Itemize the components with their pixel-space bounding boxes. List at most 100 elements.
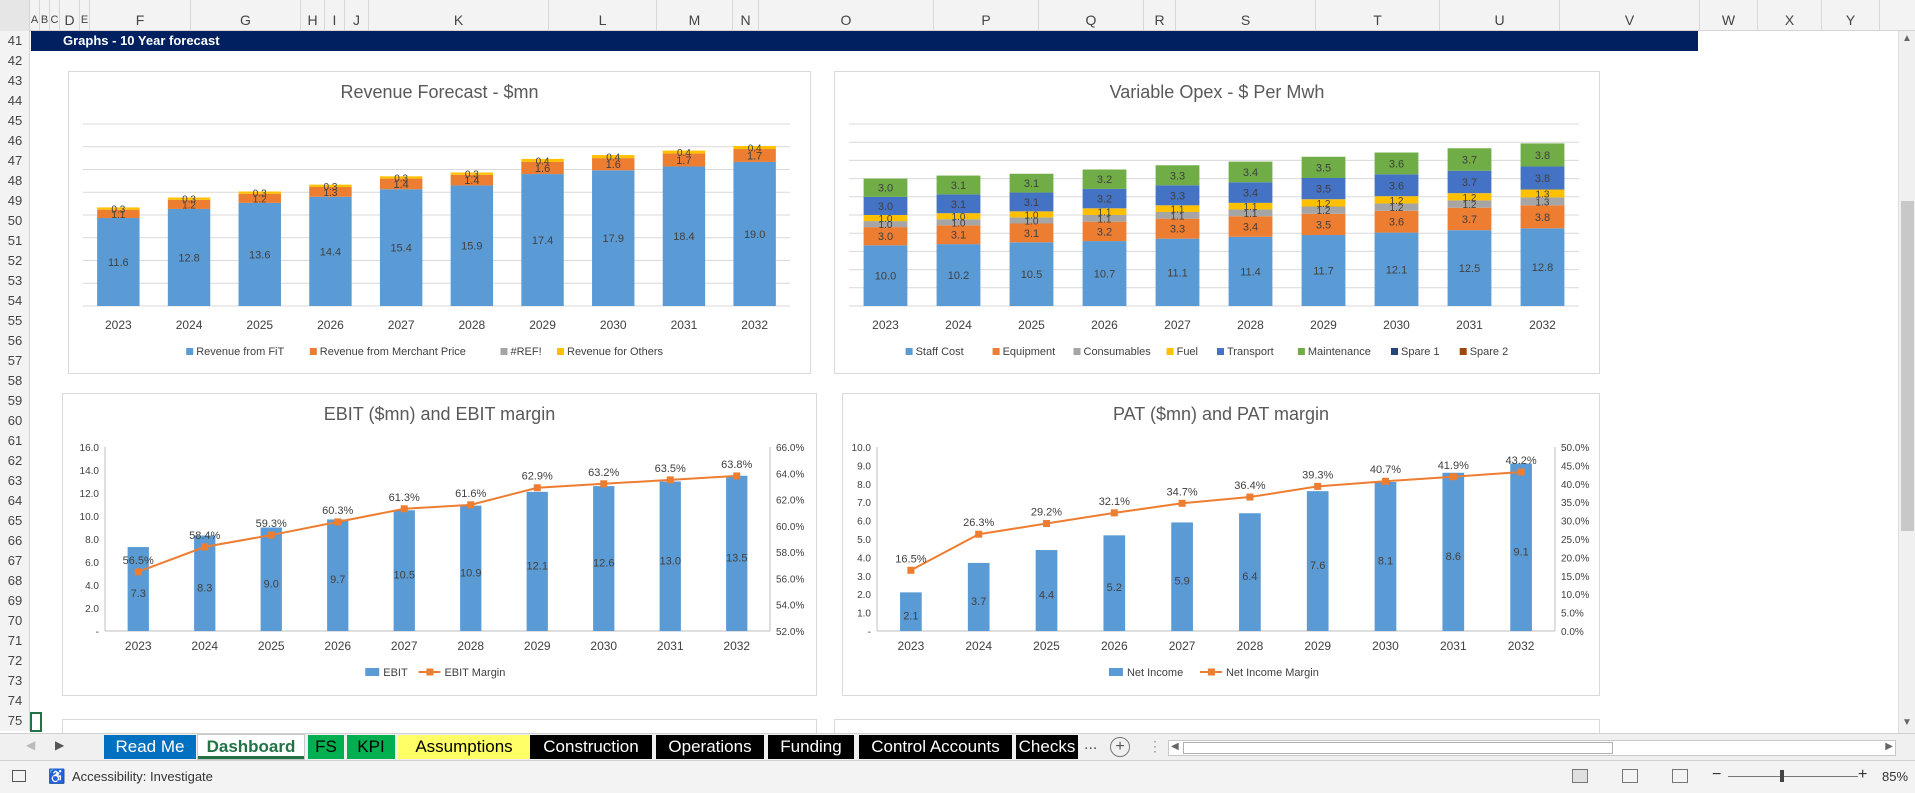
bar-transport[interactable]	[863, 196, 908, 215]
bar-net-income[interactable]	[900, 592, 922, 631]
bar-fuel[interactable]	[1082, 208, 1127, 215]
row-header-49[interactable]: 49	[7, 193, 23, 208]
sheet-tab-dashboard[interactable]: Dashboard	[198, 735, 304, 759]
column-header-q[interactable]: Q	[1039, 0, 1144, 31]
bar-ebit[interactable]	[726, 475, 748, 631]
bar-ebit[interactable]	[526, 491, 548, 631]
bar-ebit[interactable]	[327, 519, 349, 631]
column-header-t[interactable]: T	[1316, 0, 1440, 31]
bar-transport[interactable]	[1301, 177, 1346, 200]
row-header-68[interactable]: 68	[7, 573, 23, 588]
zoom-in-button[interactable]: +	[1858, 766, 1868, 783]
sheet-tab-checks[interactable]: Checks	[1016, 735, 1078, 759]
column-header-l[interactable]: L	[549, 0, 657, 31]
active-cell[interactable]	[30, 712, 42, 732]
line-marker[interactable]	[467, 501, 475, 509]
line-marker[interactable]	[533, 484, 541, 492]
bar-fuel[interactable]	[1374, 196, 1419, 204]
column-header-e[interactable]: E	[80, 0, 90, 31]
row-header-54[interactable]: 54	[7, 293, 23, 308]
bar-revenue-from-fit[interactable]	[309, 196, 352, 306]
accessibility-status[interactable]: Accessibility: Investigate	[72, 769, 213, 784]
bar-equipment[interactable]	[1374, 210, 1419, 233]
bar-equipment[interactable]	[1228, 216, 1273, 237]
line-marker[interactable]	[400, 505, 408, 513]
column-header-u[interactable]: U	[1440, 0, 1560, 31]
bar-transport[interactable]	[1082, 188, 1127, 209]
column-header-h[interactable]: H	[301, 0, 325, 31]
bar-net-income[interactable]	[1103, 535, 1126, 631]
pat-chart[interactable]: PAT ($mn) and PAT margin - 1.0 2.0 3.0 4.0 5.0…	[842, 393, 1600, 696]
scroll-left-arrow[interactable]: ◀	[1171, 741, 1179, 752]
bar-consumables[interactable]	[1155, 211, 1200, 219]
zoom-out-button[interactable]: −	[1712, 766, 1722, 783]
revenue-forecast-chart[interactable]: Revenue Forecast - $mn 11.6 1.1 0.3 2023 12.8…	[68, 71, 811, 374]
normal-view-icon[interactable]	[1572, 769, 1588, 783]
line-marker[interactable]	[1314, 482, 1322, 490]
sheet-tab-control-accounts[interactable]: Control Accounts	[859, 735, 1012, 759]
horizontal-scroll-thumb[interactable]	[1183, 742, 1613, 754]
bar-maintenance[interactable]	[1155, 165, 1200, 186]
row-header-69[interactable]: 69	[7, 593, 23, 608]
bar-revenue-from-fit[interactable]	[521, 174, 564, 306]
bar-revenue-from-fit[interactable]	[379, 189, 423, 306]
bar-revenue-for-others[interactable]	[238, 191, 281, 194]
line-marker[interactable]	[600, 480, 608, 488]
bar-maintenance[interactable]	[1374, 152, 1419, 175]
bar-net-income[interactable]	[1510, 463, 1532, 631]
bar-ebit[interactable]	[194, 535, 216, 631]
sheet-tab-kpi[interactable]: KPI	[347, 735, 395, 759]
bar-revenue-from-fit[interactable]	[662, 166, 706, 306]
column-header-b[interactable]: B	[40, 0, 50, 31]
column-header-d[interactable]: D	[60, 0, 80, 31]
column-header-w[interactable]: W	[1700, 0, 1758, 31]
bar-revenue-from-fit[interactable]	[733, 161, 776, 306]
bar-consumables[interactable]	[1228, 209, 1273, 217]
bar-staff-cost[interactable]	[1009, 242, 1054, 306]
bar-transport[interactable]	[1447, 170, 1492, 194]
page-layout-view-icon[interactable]	[1622, 769, 1638, 783]
bar-staff-cost[interactable]	[1155, 238, 1200, 306]
bar-revenue-from-fit[interactable]	[167, 208, 211, 306]
row-header-55[interactable]: 55	[7, 313, 23, 328]
row-header-42[interactable]: 42	[7, 53, 23, 68]
bar-maintenance[interactable]	[1009, 173, 1054, 193]
bar-consumables[interactable]	[1520, 197, 1565, 206]
ebit-chart[interactable]: EBIT ($mn) and EBIT margin - 2.0 4.0 6.0 8.0 1…	[62, 393, 817, 696]
row-header-65[interactable]: 65	[7, 513, 23, 528]
bar-transport[interactable]	[1155, 185, 1200, 206]
bar-staff-cost[interactable]	[863, 245, 908, 306]
row-header-75[interactable]: 75	[7, 713, 23, 728]
bar-revenue-from-merchant-price[interactable]	[521, 161, 564, 175]
row-header-58[interactable]: 58	[7, 373, 23, 388]
bar-ebit[interactable]	[260, 527, 282, 632]
sheet-tab-fs[interactable]: FS	[308, 735, 344, 759]
row-header-52[interactable]: 52	[7, 253, 23, 268]
bar-transport[interactable]	[1374, 174, 1419, 197]
row-header-46[interactable]: 46	[7, 133, 23, 148]
bar-net-income[interactable]	[1171, 522, 1193, 631]
column-header-y[interactable]: Y	[1822, 0, 1880, 31]
bar-maintenance[interactable]	[936, 175, 981, 195]
bar-revenue-from-fit[interactable]	[238, 202, 281, 306]
bar-staff-cost[interactable]	[1082, 241, 1127, 306]
bar-transport[interactable]	[936, 194, 981, 214]
line-marker[interactable]	[666, 476, 674, 484]
bar-ebit[interactable]	[460, 505, 482, 631]
bar-revenue-for-others[interactable]	[450, 172, 494, 175]
row-header-44[interactable]: 44	[7, 93, 23, 108]
zoom-level[interactable]: 85%	[1882, 769, 1909, 784]
bar-revenue-from-merchant-price[interactable]	[167, 199, 211, 209]
bar-net-income[interactable]	[1442, 472, 1465, 631]
bar-staff-cost[interactable]	[1447, 230, 1492, 306]
column-header-v[interactable]: V	[1560, 0, 1700, 31]
bar-staff-cost[interactable]	[936, 244, 981, 306]
scroll-up-arrow[interactable]: ▲	[1902, 33, 1912, 44]
column-header-i[interactable]: I	[325, 0, 345, 31]
vertical-scroll-thumb[interactable]	[1901, 201, 1914, 531]
bar-fuel[interactable]	[936, 213, 981, 220]
line-marker[interactable]	[1178, 499, 1186, 507]
variable-opex-chart[interactable]: Variable Opex - $ Per Mwh 10.0 3.0 1.0 1.0 3.…	[834, 71, 1600, 374]
row-header-51[interactable]: 51	[7, 233, 23, 248]
line-marker[interactable]	[733, 472, 741, 480]
